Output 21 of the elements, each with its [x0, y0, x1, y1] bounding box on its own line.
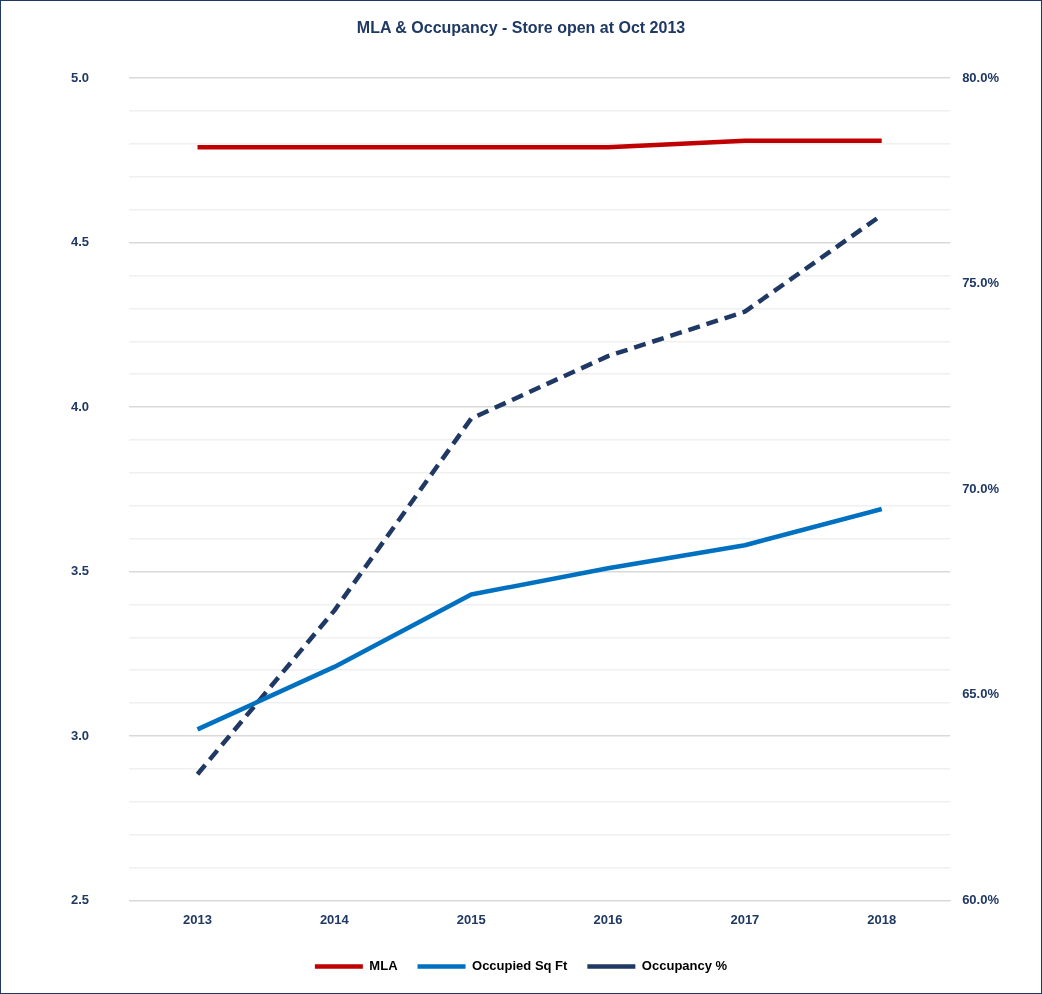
x-tick-label: 2017 [730, 911, 760, 927]
y-tick-label: 4.5 [70, 234, 90, 250]
x-tick-label: 2013 [183, 911, 212, 927]
y2-tick-label: 60.0% [962, 891, 1000, 907]
legend-label: Occupied Sq Ft [472, 958, 569, 974]
x-tick-label: 2016 [593, 911, 623, 927]
y2-tick-label: 75.0% [962, 275, 1000, 291]
legend-label: MLA [369, 958, 399, 974]
x-tick-label: 2015 [456, 911, 486, 927]
y2-tick-label: 65.0% [962, 686, 1000, 702]
y-tick-label: 3.5 [70, 563, 90, 579]
x-tick-label: 2014 [319, 911, 350, 927]
x-tick-label: 2018 [867, 911, 897, 927]
y2-tick-label: 80.0% [962, 69, 1000, 85]
y-tick-label: 4.0 [70, 398, 90, 414]
y2-tick-label: 70.0% [962, 480, 1000, 496]
y-tick-label: 3.0 [70, 727, 90, 743]
y-tick-label: 5.0 [70, 69, 90, 85]
chart-title: MLA & Occupancy - Store open at Oct 2013 [356, 19, 686, 37]
legend-label: Occupancy % [641, 958, 728, 974]
y-tick-label: 2.5 [70, 891, 90, 907]
